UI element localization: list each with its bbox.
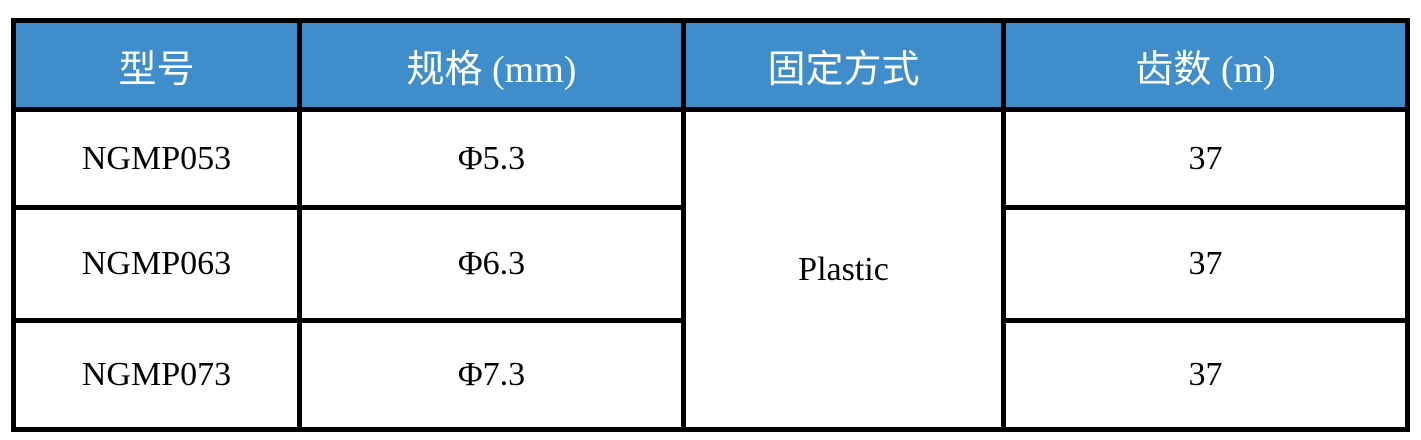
cell-model: NGMP053 xyxy=(16,112,297,205)
cell-teeth: 37 xyxy=(1006,210,1405,318)
cell-spec: Φ7.3 xyxy=(302,323,681,427)
cell-model: NGMP073 xyxy=(16,323,297,427)
header-fixing: 固定方式 xyxy=(686,23,1001,107)
spec-table: 型号 规格 (mm) 固定方式 齿数 (m) NGMP053 Φ5.3 37 N… xyxy=(11,18,1410,432)
cell-fixing-method: Plastic xyxy=(686,112,1001,427)
header-spec: 规格 (mm) xyxy=(302,23,681,107)
cell-teeth: 37 xyxy=(1006,323,1405,427)
header-model: 型号 xyxy=(16,23,297,107)
cell-spec: Φ5.3 xyxy=(302,112,681,205)
cell-teeth: 37 xyxy=(1006,112,1405,205)
cell-spec: Φ6.3 xyxy=(302,210,681,318)
header-teeth: 齿数 (m) xyxy=(1006,23,1405,107)
cell-model: NGMP063 xyxy=(16,210,297,318)
